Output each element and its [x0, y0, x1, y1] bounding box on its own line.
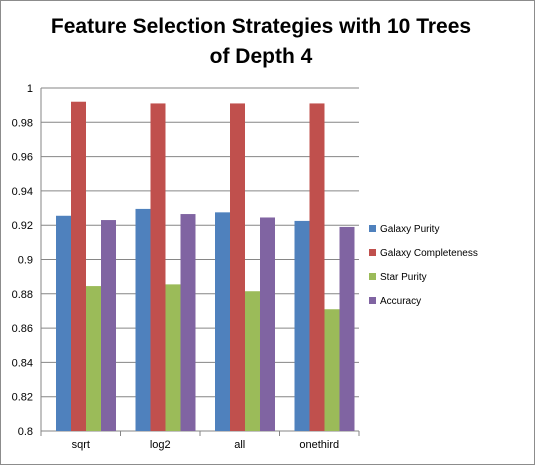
y-tick-label: 1 [27, 83, 33, 95]
bar-galaxy-completeness-sqrt [71, 101, 86, 431]
legend-label: Accuracy [380, 296, 421, 307]
bar-accuracy-log2 [180, 214, 196, 431]
x-tick-label: sqrt [72, 439, 90, 451]
bar-accuracy-onethird [339, 226, 355, 431]
bar-galaxy-completeness-onethird [309, 103, 325, 431]
x-tick-label: all [234, 439, 245, 451]
bar-galaxy-purity-sqrt [56, 215, 71, 431]
chart-title-line-2: of Depth 4 [209, 45, 313, 68]
bar-galaxy-purity-log2 [135, 208, 151, 431]
y-tick-label: 0.82 [12, 392, 33, 404]
bar-star-purity-onethird [324, 309, 340, 431]
chart-title-line-1: Feature Selection Strategies with 10 Tre… [50, 15, 472, 38]
bar-star-purity-log2 [165, 284, 181, 431]
bar-accuracy-sqrt [101, 220, 116, 431]
bar-galaxy-completeness-log2 [150, 103, 166, 431]
y-tick-label: 0.9 [18, 255, 33, 267]
y-tick-label: 0.84 [12, 357, 33, 369]
y-tick-label: 0.8 [18, 426, 33, 438]
y-tick-label: 0.94 [12, 186, 33, 198]
y-tick-label: 0.98 [12, 117, 33, 129]
legend-swatch [369, 297, 376, 304]
legend-label: Star Purity [380, 272, 427, 283]
legend-swatch [369, 249, 376, 256]
y-tick-label: 0.92 [12, 220, 33, 232]
bar-galaxy-completeness-all [230, 103, 245, 431]
bar-galaxy-purity-onethird [294, 220, 310, 431]
legend-swatch [369, 225, 376, 232]
legend-swatch [369, 273, 376, 280]
x-tick-label: onethird [299, 439, 339, 451]
y-tick-label: 0.88 [12, 289, 33, 301]
legend-label: Galaxy Purity [380, 224, 439, 235]
bar-accuracy-all [260, 217, 275, 431]
y-tick-label: 0.86 [12, 323, 33, 335]
x-tick-label: log2 [150, 439, 171, 451]
bar-galaxy-purity-all [215, 212, 230, 431]
bar-star-purity-sqrt [86, 286, 101, 431]
legend-label: Galaxy Completeness [380, 248, 478, 259]
bar-star-purity-all [245, 291, 260, 431]
y-tick-label: 0.96 [12, 152, 33, 164]
